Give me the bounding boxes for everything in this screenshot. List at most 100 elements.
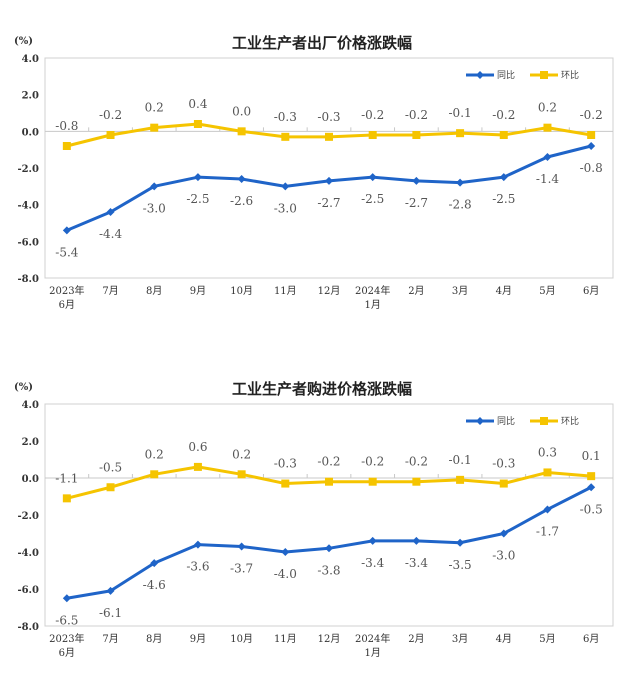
legend-marker	[540, 71, 548, 79]
data-point	[587, 142, 596, 150]
data-label: -0.3	[274, 457, 297, 471]
legend-marker	[476, 71, 484, 79]
data-point	[412, 536, 421, 545]
x-tick-label: 4月	[496, 285, 512, 297]
data-point	[325, 477, 333, 486]
data-point	[368, 131, 377, 139]
x-tick-label: 6月	[583, 285, 599, 297]
y-tick-label: 0.0	[22, 474, 39, 485]
x-tick-label: 5月	[539, 285, 555, 297]
data-point	[499, 173, 508, 182]
x-tick-label: 6月	[59, 299, 75, 311]
data-point	[281, 182, 290, 191]
legend-marker	[476, 417, 484, 425]
data-label: 0.2	[145, 447, 164, 461]
data-point	[62, 226, 71, 235]
data-label: -2.6	[230, 194, 253, 208]
data-label: -4.4	[99, 227, 123, 241]
x-tick-label: 12月	[318, 633, 341, 645]
data-label: -0.3	[317, 110, 340, 124]
data-label: -1.1	[55, 471, 78, 485]
data-point	[150, 559, 159, 568]
data-point	[106, 208, 115, 216]
data-point	[368, 173, 377, 182]
x-tick-label: 2024年	[355, 632, 390, 645]
x-tick-label: 9月	[190, 633, 206, 645]
data-label: -3.0	[492, 549, 515, 563]
data-label: -0.2	[405, 108, 428, 122]
data-label: -0.5	[580, 502, 603, 516]
data-point	[543, 505, 552, 514]
data-label: -0.3	[274, 110, 297, 124]
data-label: -0.1	[449, 106, 472, 120]
data-label: -0.2	[580, 108, 603, 122]
data-point	[325, 544, 333, 553]
data-point	[499, 479, 508, 488]
data-point	[193, 173, 202, 182]
data-label: 0.4	[188, 97, 207, 111]
data-point	[499, 529, 508, 538]
data-label: -3.0	[274, 201, 297, 215]
data-label: -2.5	[186, 192, 209, 206]
y-tick-label: -4.0	[17, 201, 39, 212]
data-point	[281, 548, 290, 556]
data-point	[587, 483, 596, 492]
y-tick-label: -8.0	[17, 274, 39, 285]
data-label: 0.6	[188, 440, 207, 454]
data-point	[325, 176, 333, 185]
data-point	[456, 178, 465, 187]
y-tick-label: -8.0	[17, 622, 39, 633]
data-point	[150, 470, 159, 479]
data-label: 0.0	[232, 104, 251, 118]
data-point	[237, 127, 246, 136]
data-label: -0.2	[317, 455, 340, 469]
y-tick-label: -2.0	[17, 511, 39, 522]
x-tick-label: 8月	[146, 633, 162, 645]
data-label: -2.7	[405, 196, 428, 210]
data-point	[543, 123, 552, 132]
x-tick-label: 12月	[318, 285, 341, 297]
data-label: 0.2	[538, 101, 557, 115]
data-label: -6.1	[99, 606, 122, 620]
y-tick-label: 4.0	[22, 54, 39, 65]
data-point	[281, 479, 290, 488]
x-tick-label: 3月	[452, 633, 468, 645]
y-unit-label: (%)	[14, 36, 33, 47]
data-label: -1.7	[536, 524, 559, 538]
data-point	[325, 132, 333, 141]
y-tick-label: 2.0	[22, 437, 39, 448]
x-tick-label: 2024年	[355, 284, 390, 297]
plot-area	[44, 403, 614, 627]
data-label: -6.5	[55, 613, 78, 627]
x-tick-label: 10月	[230, 285, 253, 297]
data-point	[543, 468, 552, 477]
data-label: -4.0	[274, 567, 297, 581]
chart-1: 工业生产者出厂价格涨跌幅 (%) 4.0 2.0 0.0 -2.0 -4.0 -6.0 -8.0…	[14, 34, 614, 311]
x-tick-label: 2023年	[49, 284, 84, 297]
data-point	[62, 494, 71, 503]
x-tick-label: 11月	[274, 633, 297, 645]
data-point	[543, 153, 552, 161]
data-label: -2.5	[492, 192, 515, 206]
data-point	[368, 536, 377, 545]
data-point	[456, 129, 465, 138]
data-label: -0.2	[492, 108, 515, 122]
data-label: -2.8	[449, 198, 472, 212]
legend-label: 同比	[497, 69, 515, 81]
data-label: -2.5	[361, 192, 384, 206]
chart-title: 工业生产者出厂价格涨跌幅	[232, 34, 412, 52]
data-point	[193, 462, 202, 471]
legend-marker	[540, 417, 548, 425]
data-label: -0.3	[492, 457, 515, 471]
x-tick-label: 10月	[230, 633, 253, 645]
data-point	[499, 131, 508, 139]
x-tick-label: 7月	[102, 285, 118, 297]
x-tick-label: 5月	[539, 633, 555, 645]
y-tick-label: -4.0	[17, 548, 39, 559]
legend-label: 环比	[561, 415, 579, 427]
data-label: -0.2	[405, 455, 428, 469]
data-label: -4.6	[143, 578, 166, 592]
chart-title: 工业生产者购进价格涨跌幅	[232, 380, 412, 398]
chart-2: 工业生产者购进价格涨跌幅 (%) 4.0 2.0 0.0 -2.0 -4.0 -6.0 -8.0…	[14, 380, 614, 659]
